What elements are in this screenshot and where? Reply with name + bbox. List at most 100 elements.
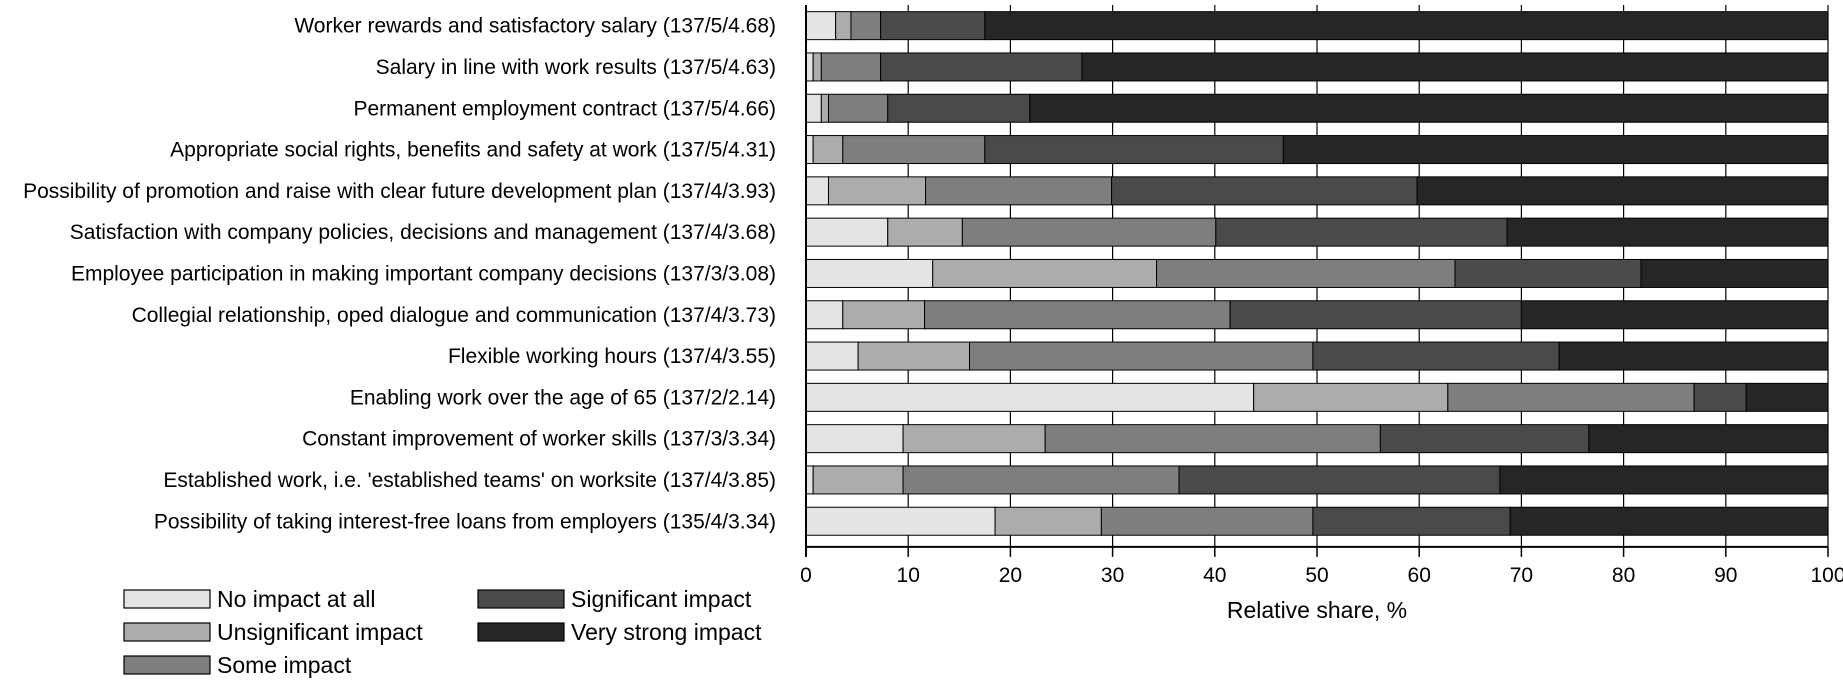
bar-segment-row6-series4 <box>1640 258 1829 288</box>
legend-label-0: No impact at all <box>217 586 376 612</box>
category-label-6: Employee participation in making importa… <box>71 262 776 285</box>
bar-segment-row3-series2 <box>842 135 986 165</box>
bar-segment-row6-series2 <box>1156 258 1456 288</box>
bar-segment-row7-series2 <box>924 300 1231 330</box>
x-tick-label-7: 70 <box>1510 564 1533 587</box>
bar-segment-row7-series1 <box>842 300 926 330</box>
legend-swatch-3 <box>477 589 565 609</box>
bar-segment-row6-series0 <box>805 258 934 288</box>
bar-segment-row9-series3 <box>1693 382 1747 412</box>
bar-segment-row3-series4 <box>1282 135 1829 165</box>
category-label-5: Satisfaction with company policies, deci… <box>70 221 776 244</box>
bar-segment-row2-series1 <box>820 93 829 123</box>
legend-label-1: Unsignificant impact <box>217 619 423 645</box>
bar-segment-row9-series4 <box>1745 382 1829 412</box>
category-labels: Worker rewards and satisfactory salary (… <box>23 15 776 534</box>
x-tick-label-5: 50 <box>1305 564 1328 587</box>
bar-segment-row10-series0 <box>805 424 904 454</box>
bar-segment-row1-series3 <box>880 52 1083 82</box>
bar-segment-row3-series3 <box>984 135 1284 165</box>
bar-segment-row0-series4 <box>984 11 1829 41</box>
bar-segment-row10-series2 <box>1044 424 1381 454</box>
bar-segment-row11-series4 <box>1499 465 1829 495</box>
bar-segment-row9-series0 <box>805 382 1255 412</box>
x-tick-label-9: 90 <box>1714 564 1737 587</box>
category-label-11: Established work, i.e. 'established team… <box>163 469 776 492</box>
category-label-9: Enabling work over the age of 65 (137/2/… <box>350 386 776 409</box>
legend-swatch-4 <box>477 622 565 642</box>
bar-segment-row7-series3 <box>1229 300 1522 330</box>
legend: No impact at all Unsignificant impact Some… <box>123 586 762 678</box>
x-tick-label-0: 0 <box>800 564 812 587</box>
category-label-0: Worker rewards and satisfactory salary (… <box>294 15 776 38</box>
legend-swatch-2 <box>123 655 211 675</box>
bar-segment-row8-series1 <box>857 341 971 371</box>
bar-segment-row4-series4 <box>1416 176 1829 206</box>
bar-segment-row1-series0 <box>805 52 814 82</box>
bar-segment-row5-series4 <box>1506 217 1829 247</box>
bar-segment-row2-series4 <box>1029 93 1829 123</box>
category-label-1: Salary in line with work results (137/5/… <box>376 56 776 79</box>
bar-segment-row0-series2 <box>850 11 882 41</box>
bar-segment-row2-series2 <box>827 93 889 123</box>
bar-segment-row11-series3 <box>1178 465 1501 495</box>
bar-segment-row11-series1 <box>812 465 904 495</box>
bar-segment-row12-series0 <box>805 506 996 536</box>
bar-segment-row7-series0 <box>805 300 844 330</box>
bar-segment-row0-series0 <box>805 11 837 41</box>
bar-segment-row5-series2 <box>961 217 1217 247</box>
x-tick-label-10: 100 <box>1810 564 1843 587</box>
bar-segment-row3-series0 <box>805 135 814 165</box>
legend-swatch-1 <box>123 622 211 642</box>
x-tick-label-2: 20 <box>999 564 1022 587</box>
bar-segment-row7-series4 <box>1520 300 1829 330</box>
bar-segment-row6-series3 <box>1454 258 1642 288</box>
bar-segment-row12-series3 <box>1312 506 1511 536</box>
bar-segment-row1-series1 <box>812 52 822 82</box>
category-label-3: Appropriate social rights, benefits and … <box>170 139 776 162</box>
bar-segment-row5-series1 <box>887 217 963 247</box>
bar-segment-row8-series2 <box>969 341 1314 371</box>
category-label-2: Permanent employment contract (137/5/4.6… <box>353 97 776 120</box>
bar-segment-row11-series0 <box>805 465 814 495</box>
x-tick-label-1: 10 <box>897 564 920 587</box>
legend-label-2: Some impact <box>217 652 352 678</box>
bar-segment-row1-series2 <box>820 52 882 82</box>
legend-label-3: Significant impact <box>571 586 752 612</box>
bar-segment-row8-series0 <box>805 341 859 371</box>
bar-segment-row4-series0 <box>805 176 829 206</box>
bar-segment-row0-series3 <box>880 11 986 41</box>
bar-segment-row8-series3 <box>1312 341 1560 371</box>
bar-segment-row3-series1 <box>812 135 844 165</box>
legend-label-4: Very strong impact <box>571 619 762 645</box>
bar-segment-row10-series1 <box>902 424 1046 454</box>
bar-segment-row6-series1 <box>932 258 1158 288</box>
x-tick-label-4: 40 <box>1203 564 1226 587</box>
bar-segment-row12-series2 <box>1100 506 1314 536</box>
bar-segment-row10-series3 <box>1379 424 1590 454</box>
bar-segment-row5-series3 <box>1215 217 1508 247</box>
x-tick-label-6: 60 <box>1408 564 1431 587</box>
bar-segment-row5-series0 <box>805 217 889 247</box>
bar-segment-row10-series4 <box>1588 424 1829 454</box>
x-tick-label-3: 30 <box>1101 564 1124 587</box>
bar-segment-row12-series4 <box>1509 506 1829 536</box>
bar-segment-row12-series1 <box>994 506 1102 536</box>
bar-segment-row4-series2 <box>925 176 1113 206</box>
category-label-12: Possibility of taking interest-free loan… <box>154 510 776 533</box>
bar-segment-row2-series3 <box>887 93 1031 123</box>
bar-segment-row2-series0 <box>805 93 822 123</box>
x-axis: 0 10 20 30 40 50 60 70 80 90 100 <box>800 5 1843 587</box>
bars <box>805 11 1829 536</box>
bar-segment-row4-series1 <box>827 176 927 206</box>
bar-segment-row0-series1 <box>835 11 852 41</box>
bar-segment-row11-series2 <box>902 465 1180 495</box>
category-label-8: Flexible working hours (137/4/3.55) <box>448 345 776 368</box>
legend-swatch-0 <box>123 589 211 609</box>
bar-segment-row8-series4 <box>1558 341 1829 371</box>
bar-segment-row1-series4 <box>1081 52 1829 82</box>
category-label-4: Possibility of promotion and raise with … <box>23 180 776 203</box>
bar-segment-row9-series1 <box>1253 382 1449 412</box>
bar-segment-row9-series2 <box>1447 382 1695 412</box>
